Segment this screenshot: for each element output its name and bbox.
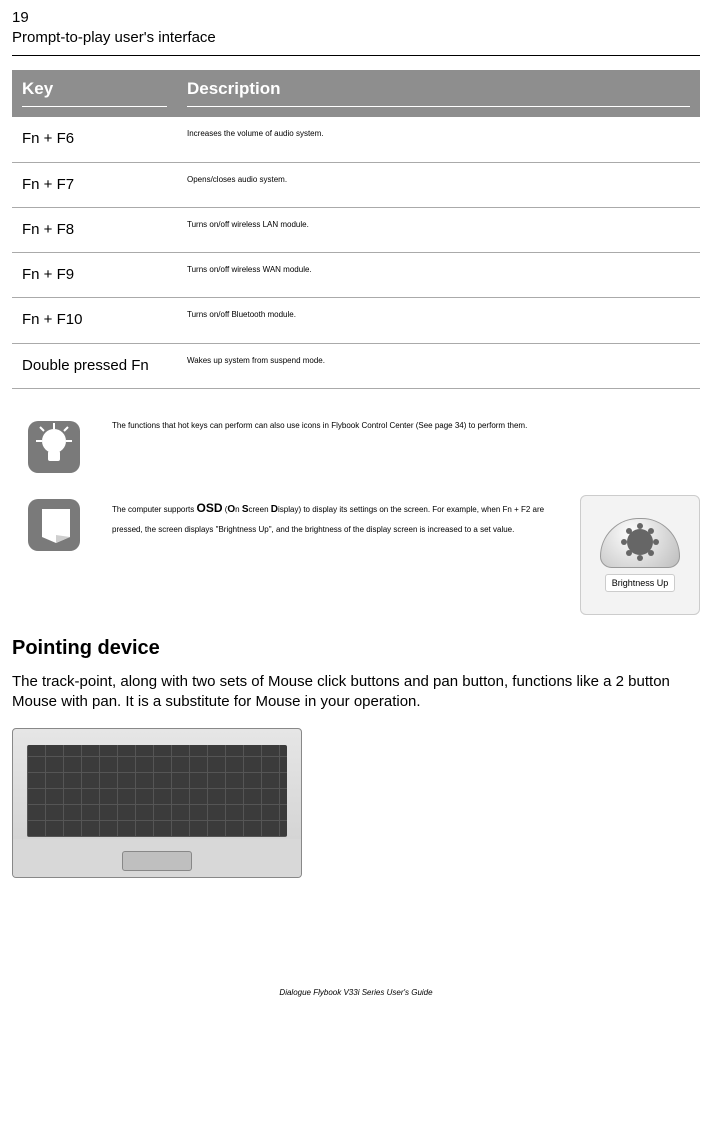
t: S: [242, 504, 249, 515]
t: The computer supports: [112, 505, 196, 514]
table-row: Fn + F6 Increases the volume of audio sy…: [12, 117, 700, 162]
t: D: [271, 504, 278, 515]
note-row: The functions that hot keys can perform …: [12, 417, 700, 477]
cell-key: Fn + F7: [12, 162, 177, 207]
hotkey-table: Key Description Fn + F6 Increases the vo…: [12, 70, 700, 389]
page-number: 19: [12, 8, 700, 28]
keyboard-figure: [12, 728, 302, 878]
lightbulb-icon: [24, 417, 84, 477]
page-footnote: Dialogue Flybook V33i Series User's Guid…: [12, 988, 700, 999]
th-key-text: Key: [22, 79, 53, 98]
cell-desc: Opens/closes audio system.: [177, 162, 700, 207]
note-paper-icon: [24, 495, 84, 555]
cell-desc: Turns on/off wireless LAN module.: [177, 207, 700, 252]
cell-key: Fn + F6: [12, 117, 177, 162]
keyboard-keys: [27, 745, 287, 837]
table-row: Fn + F7 Opens/closes audio system.: [12, 162, 700, 207]
note-text: The computer supports OSD (On Screen Dis…: [112, 495, 572, 539]
cell-desc: Increases the volume of audio system.: [177, 117, 700, 162]
cell-desc: Turns on/off wireless WAN module.: [177, 253, 700, 298]
notes-block: The functions that hot keys can perform …: [12, 417, 700, 615]
cell-desc: Wakes up system from suspend mode.: [177, 343, 700, 388]
note-row: The computer supports OSD (On Screen Dis…: [12, 495, 700, 615]
note-text: The functions that hot keys can perform …: [112, 417, 700, 435]
cell-key: Fn + F8: [12, 207, 177, 252]
cell-key: Fn + F10: [12, 298, 177, 343]
osd-brightness-figure: Brightness Up: [580, 495, 700, 615]
section-heading: Pointing device: [12, 635, 700, 662]
t: OSD: [196, 501, 222, 515]
th-desc: Description: [177, 70, 700, 118]
th-desc-text: Description: [187, 79, 281, 98]
cell-key: Fn + F9: [12, 253, 177, 298]
t: O: [227, 504, 235, 515]
cell-desc: Turns on/off Bluetooth module.: [177, 298, 700, 343]
body-paragraph: The track-point, along with two sets of …: [12, 672, 700, 713]
osd-label: Brightness Up: [605, 574, 676, 592]
trackpoint-buttons: [122, 851, 192, 871]
th-key: Key: [12, 70, 177, 118]
t: n: [235, 505, 242, 514]
table-row: Fn + F9 Turns on/off wireless WAN module…: [12, 253, 700, 298]
cell-key: Double pressed Fn: [12, 343, 177, 388]
table-row: Fn + F10 Turns on/off Bluetooth module.: [12, 298, 700, 343]
table-row: Fn + F8 Turns on/off wireless LAN module…: [12, 207, 700, 252]
page-title: Prompt-to-play user's interface: [12, 28, 700, 48]
sun-icon: [627, 529, 653, 555]
title-rule: [12, 55, 700, 56]
table-row: Double pressed Fn Wakes up system from s…: [12, 343, 700, 388]
t: creen: [249, 505, 271, 514]
